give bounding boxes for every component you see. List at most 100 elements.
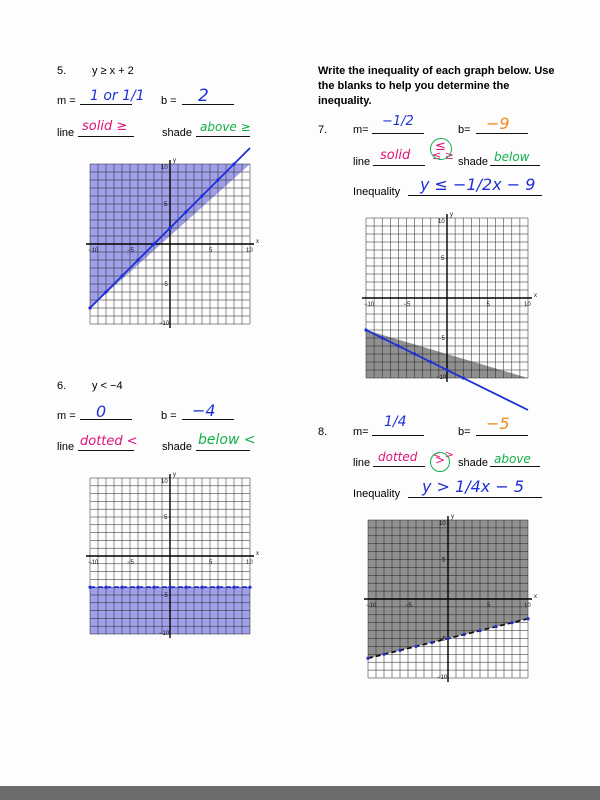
plotted-point [445,368,449,372]
problem-8-circled-symbol: > [435,453,446,467]
plotted-point [429,360,433,364]
problem-7-m-answer: −1/2 [382,114,414,129]
plotted-point [168,585,172,589]
x-tick-5: 5 [487,302,491,308]
y-axis-label: y [450,212,453,218]
x-tick-10: 10 [524,603,531,609]
problem-5-shade-answer: above ≥ [200,120,251,134]
problem-6-shade-label: shade [162,441,192,453]
plotted-point [414,644,418,648]
plotted-point [430,640,434,645]
plotted-point [380,336,384,340]
problem-7-shade-blank [490,165,540,166]
plotted-point [366,656,370,660]
problem-5-shade-blank [196,136,250,137]
y-tick-neg5: −5 [439,637,447,643]
problem-5-number: 5. [57,65,67,77]
problem-7-b-label: b= [458,124,471,136]
plotted-point [152,242,156,246]
y-tick-10: 10 [161,479,168,485]
x-tick-10: 10 [524,302,531,308]
x-tick-neg10: −10 [88,248,99,254]
plotted-point [200,194,204,198]
problem-7-shade-label: shade [458,156,488,168]
x-tick-neg5: −5 [405,603,413,609]
problem-7-shade-answer: below [494,150,530,164]
problem-7-m-label: m= [353,124,369,136]
problem-5-shade-label: shade [162,127,192,139]
problem-6-shade-blank [196,450,250,451]
x-tick-10: 10 [246,248,253,254]
plotted-point [200,585,204,589]
problem-7-graph: −10 10 −5 5 5 −5 10 −10 x y [362,212,537,411]
problem-7-inequality-blank [408,195,542,196]
x-axis-label: x [534,594,537,600]
plotted-point [232,585,236,589]
problem-6-m-blank [80,419,132,420]
plotted-point [232,162,236,166]
y-tick-neg5: −5 [438,336,446,342]
x-axis-label: x [256,551,259,557]
problem-5-m-label: m = [57,95,76,107]
plotted-point [104,585,108,589]
problem-8-shade-answer: above [494,452,531,466]
y-tick-5: 5 [441,256,445,262]
plotted-point [462,632,466,637]
problem-6-graph: −10 10 −5 5 5 −5 10 −10 x y [86,472,259,638]
problem-6-b-blank [182,419,234,420]
plotted-point [382,652,386,656]
problem-8-number: 8. [318,426,328,438]
problem-8-m-label: m= [353,426,369,438]
problem-7-line-answer: solid [380,148,411,163]
problem-7-number: 7. [318,124,328,136]
x-tick-5: 5 [209,248,213,254]
plotted-point [216,585,220,589]
x-tick-5: 5 [209,560,213,566]
problem-8-inequality-answer: y > 1/4x − 5 [422,477,525,496]
plotted-point [152,585,156,589]
plotted-point [461,376,465,380]
problem-8-b-label: b= [458,426,471,438]
x-axis-label: x [534,293,537,299]
problem-6-m-label: m = [57,410,76,422]
problem-8-line-blank [373,466,425,467]
problem-7-circled-symbol: ≤ [435,139,446,154]
x-tick-neg10: −10 [366,603,377,609]
plotted-point [446,636,450,641]
plotted-point [494,625,498,629]
plotted-point [413,352,417,356]
y-tick-5: 5 [164,202,168,208]
plotted-point [364,328,368,332]
x-tick-10: 10 [246,560,253,566]
problem-6-m-answer: 0 [96,402,107,421]
y-tick-neg5: −5 [161,593,169,599]
instructions: Write the inequality of each graph below… [318,65,555,107]
problem-7-inequality-label: Inequality [353,186,401,198]
problem-5-equation: y ≥ x + 2 [92,65,134,77]
problem-8-b-answer: −5 [486,414,510,433]
y-tick-neg5: −5 [161,282,169,288]
plotted-point [510,621,514,625]
plotted-point [136,258,140,262]
problem-5-graph: −10 10 −5 5 5 −5 10 −10 x y [86,147,259,328]
y-tick-neg10: −10 [159,631,170,637]
problem-8-shade-blank [490,466,540,467]
problem-5-m-blank [80,104,132,105]
problem-7-b-answer: −9 [486,114,510,133]
x-tick-5: 5 [487,603,491,609]
plotted-point [396,344,400,348]
problem-6-equation: y < −4 [92,380,123,392]
plotted-point [478,629,482,633]
problem-8-line-label: line [353,457,371,469]
y-tick-5: 5 [164,515,168,521]
problem-6-line-answer: dotted < [80,434,138,449]
plotted-point [184,210,188,214]
y-axis-label: y [173,472,176,478]
y-tick-10: 10 [161,165,168,171]
problem-8-inequality-label: Inequality [353,488,401,500]
problem-7-b-blank [476,133,528,134]
x-axis-label: x [256,239,259,245]
plotted-point [248,585,252,589]
problem-6-b-label: b = [161,410,177,422]
problem-8-inequality-blank [408,497,542,498]
